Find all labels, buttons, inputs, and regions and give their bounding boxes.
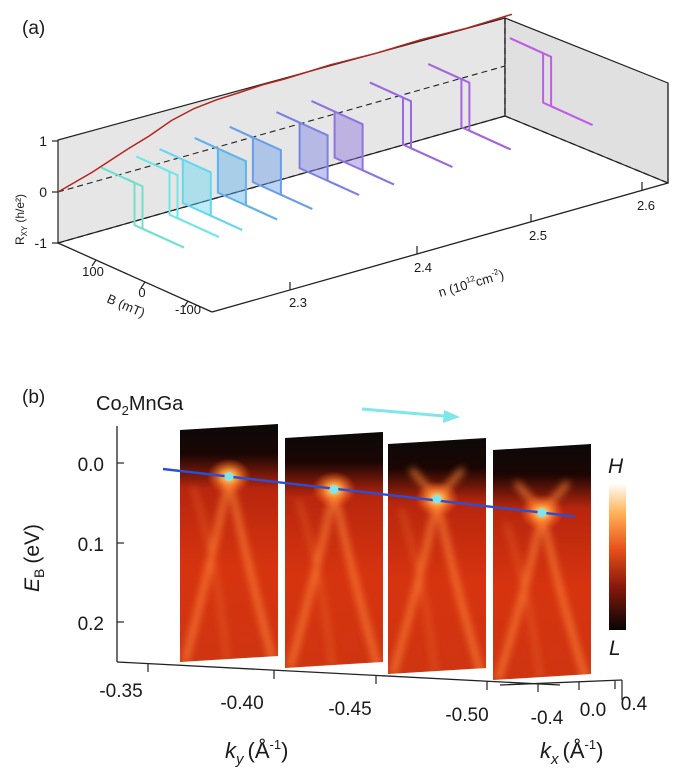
hysteresis-branch [194, 137, 278, 221]
ky-axis: -0.35 -0.40 -0.45 -0.50 ky (Å-1) [99, 663, 489, 768]
z-tick-label: 1 [39, 133, 47, 149]
n-axis-title: n (1012cm-2) [436, 266, 505, 300]
n-tick-label: 2.6 [637, 198, 655, 213]
ky-tick-label: -0.50 [445, 705, 488, 726]
hysteresis-fill [276, 112, 359, 195]
n-tick-label: 2.4 [414, 260, 432, 275]
kx-tick-label: 0.0 [580, 700, 606, 721]
panel-a: (a) 1 0 -1 RXY(h/e²) 100 0 - [13, 13, 669, 320]
node-marker [224, 472, 234, 482]
material-label: Co2MnGa [96, 393, 184, 418]
hysteresis-branch [159, 148, 243, 231]
ky-axis-title: ky (Å-1) [225, 737, 288, 768]
back-trace-rxy-vs-n [57, 13, 513, 193]
arpes-slice [180, 424, 278, 662]
hysteresis-branch [311, 100, 395, 186]
ky-tick-label: -0.45 [328, 699, 371, 720]
colorbar-high-label: H [608, 455, 624, 478]
arpes-slice [493, 444, 591, 680]
z-tick-label: 0 [39, 184, 47, 200]
z-axis-title: RXY(h/e²) [13, 194, 29, 245]
panel-b: (b) Co2MnGa 0.0 0.1 0.2 EB(eV) -0.35 -0.… [21, 387, 648, 768]
eb-tick-label: 0.1 [78, 535, 104, 556]
node-marker [329, 484, 339, 494]
kx-axis-line [499, 679, 623, 686]
kx-tick-label: 0.4 [621, 694, 648, 715]
colorbar-gradient [609, 483, 626, 630]
arpes-slice [388, 438, 486, 674]
hysteresis-fill [159, 149, 243, 230]
direction-arrow [361, 407, 460, 423]
hysteresis-branch [509, 37, 593, 126]
eb-tick-label: 0.0 [78, 455, 104, 476]
right-wall [504, 17, 669, 184]
b-axis: 100 0 -100 B (mT) [82, 259, 201, 320]
hysteresis-branch [135, 155, 220, 238]
n-tick-label: 2.5 [529, 228, 547, 243]
kx-tick-label: -0.4 [531, 708, 564, 729]
b-axis-line [57, 242, 213, 313]
hysteresis-branch [229, 125, 313, 210]
n-axis-line [211, 182, 669, 313]
arpes-slices [162, 424, 591, 680]
ky-tick-label: -0.35 [99, 681, 142, 702]
hysteresis-branch [100, 166, 185, 249]
back-wall [57, 17, 506, 244]
n-tick-label: 2.3 [289, 295, 307, 310]
colorbar-low-label: L [609, 637, 621, 660]
hysteresis-branch [369, 81, 453, 168]
eb-tick-label: 0.2 [78, 614, 104, 635]
panel-b-label: (b) [22, 387, 45, 408]
ky-tick-label: -0.40 [220, 693, 263, 714]
b-tick-label: -100 [175, 302, 201, 317]
panel-a-label: (a) [22, 18, 45, 39]
node-marker [537, 508, 547, 518]
hysteresis-branch [276, 111, 360, 196]
eb-axis-title: EB(eV) [21, 524, 47, 592]
hysteresis-fill [229, 126, 313, 209]
node-marker [432, 494, 442, 504]
hysteresis-loops [100, 37, 593, 249]
kx-axis-title: kx (Å-1) [540, 737, 603, 768]
ky-axis-line [116, 661, 561, 686]
colorbar: H L [608, 455, 626, 660]
eb-axis: 0.0 0.1 0.2 EB(eV) [21, 455, 124, 635]
n-axis: 2.3 2.4 2.5 2.6 n (1012cm-2) [289, 182, 655, 310]
b-tick-label: 100 [82, 264, 104, 279]
z-tick-label: -1 [35, 235, 48, 251]
node-trajectory [162, 467, 576, 518]
zero-line-dashed [57, 65, 506, 193]
hysteresis-fill [311, 101, 394, 185]
arpes-slice [285, 432, 383, 668]
hysteresis-fill [194, 138, 278, 220]
hysteresis-branch [427, 63, 512, 151]
kx-axis: -0.4 0.0 0.4 kx (Å-1) [531, 681, 648, 768]
b-tick-label: 0 [138, 285, 145, 300]
z-axis: 1 0 -1 RXY(h/e²) [13, 133, 58, 251]
